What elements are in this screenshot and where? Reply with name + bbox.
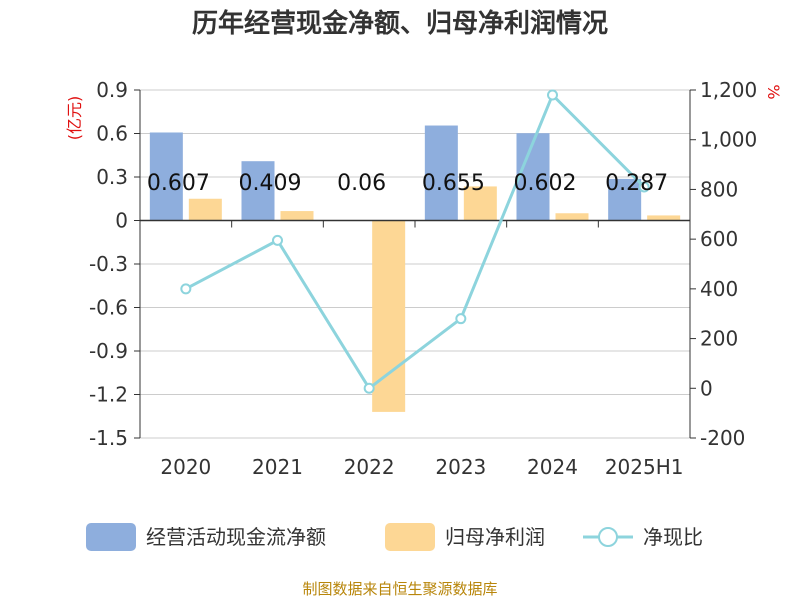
category-label: 2023 [435,455,486,479]
line-series [180,89,650,394]
net-profit-bar [463,186,497,221]
ratio-point [180,283,192,295]
right-tick-label: 800 [700,177,738,201]
cash-flow-data-label: 0.409 [239,171,302,196]
left-tick-label: -0.6 [89,296,128,320]
right-tick-label: 1,200 [700,78,757,102]
ratio-point [363,382,375,394]
net-profit-bar [647,215,681,221]
cash-flow-bar [516,133,550,221]
cash-flow-bar [241,161,275,221]
category-label: 2021 [252,455,303,479]
left-tick-label: 0.9 [96,78,128,102]
ratio-line [185,92,646,391]
right-tick-label: 1,000 [700,128,757,152]
cash-flow-data-label: 0.287 [605,171,668,196]
left-tick-label: -0.9 [89,339,128,363]
legend: 经营活动现金流净额 归母净利润 净现比 [86,523,703,551]
legend-label-net-profit: 归母净利润 [445,525,545,549]
category-label: 2024 [527,455,578,479]
axes: 0.9 0.6 0.3 0 -0.3 -0.6 -0.9 -1.2 -1.5 1,200 1,000… [65,78,783,479]
right-tick-label: 600 [700,227,738,251]
left-tick-label: -1.5 [89,426,128,450]
legend-label-ratio: 净现比 [643,525,703,549]
category-label: 2022 [344,455,395,479]
cash-flow-data-label: 0.655 [422,171,485,196]
net-profit-bar [555,213,589,221]
right-tick-label: -200 [700,426,745,450]
chart-title: 历年经营现金净额、归母净利润情况 [192,8,608,39]
data-labels: 0.607 0.409 0.06 0.655 0.602 0.287 [147,171,668,196]
legend-swatch-ratio-point [598,527,618,547]
legend-swatch-net-profit [385,523,435,551]
ratio-point [638,181,650,193]
cash-flow-data-label: 0.602 [514,171,577,196]
legend-swatch-cash-flow [86,523,136,551]
cash-flow-data-label: 0.06 [337,171,386,196]
net-profit-bar [280,211,314,221]
bars [149,125,681,412]
left-tick-label: 0 [115,209,128,233]
cash-flow-bar [149,132,183,221]
right-tick-label: 0 [700,376,713,400]
left-tick-label: -0.3 [89,252,128,276]
right-tick-label: 200 [700,327,738,351]
cash-flow-bar [424,125,458,221]
gridlines [140,89,690,439]
ratio-point [455,313,467,325]
category-label: 2025H1 [605,455,684,479]
cash-flow-data-label: 0.607 [147,171,210,196]
left-tick-label: 0.6 [96,122,128,146]
cash-flow-bar [608,178,642,221]
left-tick-label: 0.3 [96,165,128,189]
net-profit-bar [188,198,222,221]
right-axis-unit: % [764,84,783,99]
left-axis-unit: (亿元) [65,96,84,141]
ratio-point [272,234,283,246]
ratio-point [547,89,558,101]
right-tick-label: 400 [700,277,738,301]
legend-label-cash-flow: 经营活动现金流净额 [146,525,326,549]
category-label: 2020 [160,455,211,479]
left-tick-label: -1.2 [89,383,128,407]
source-note: 制图数据来自恒生聚源数据库 [302,580,497,598]
